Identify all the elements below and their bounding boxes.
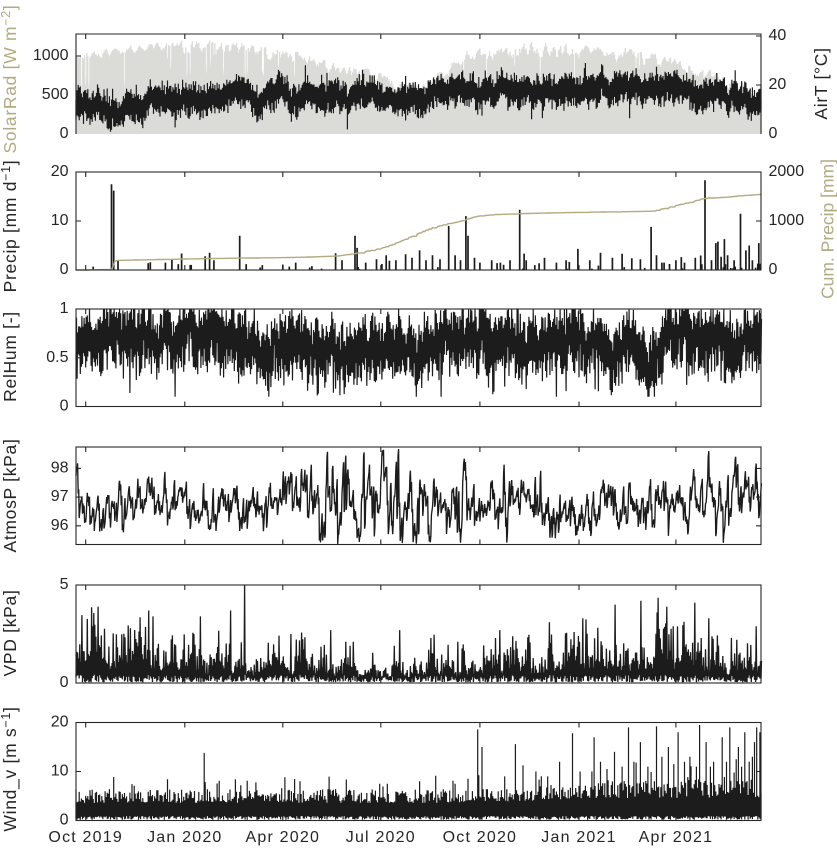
svg-text:500: 500 — [42, 86, 69, 103]
svg-text:SolarRad [W m−2]: SolarRad [W m−2] — [0, 5, 20, 154]
svg-text:0: 0 — [60, 674, 69, 691]
svg-text:0: 0 — [60, 398, 69, 415]
svg-text:10: 10 — [51, 763, 69, 780]
svg-text:0.5: 0.5 — [46, 349, 68, 366]
svg-text:AtmosP [kPa]: AtmosP [kPa] — [0, 438, 20, 552]
svg-text:98: 98 — [51, 459, 69, 476]
svg-text:2000: 2000 — [769, 163, 805, 180]
svg-text:1000: 1000 — [769, 212, 805, 229]
svg-text:Apr 2021: Apr 2021 — [639, 829, 714, 846]
svg-text:Wind_v [m s−1]: Wind_v [m s−1] — [0, 706, 21, 831]
svg-text:RelHum [-]: RelHum [-] — [0, 311, 20, 402]
svg-text:VPD [kPa]: VPD [kPa] — [0, 589, 20, 676]
svg-text:97: 97 — [51, 488, 69, 505]
svg-text:1000: 1000 — [33, 47, 69, 64]
svg-text:Precip [mm d−1]: Precip [mm d−1] — [0, 160, 20, 293]
svg-text:Jan 2021: Jan 2021 — [541, 829, 616, 846]
svg-text:Apr 2020: Apr 2020 — [246, 829, 321, 846]
svg-text:Cum. Precip [mm]: Cum. Precip [mm] — [818, 159, 837, 299]
svg-text:1: 1 — [60, 300, 69, 317]
svg-text:Oct 2019: Oct 2019 — [48, 829, 123, 846]
svg-text:20: 20 — [51, 714, 69, 731]
svg-text:AirT [°C]: AirT [°C] — [811, 47, 831, 119]
svg-text:10: 10 — [51, 212, 69, 229]
svg-text:0: 0 — [769, 125, 778, 142]
svg-text:0: 0 — [60, 812, 69, 829]
svg-text:0: 0 — [769, 261, 778, 278]
svg-text:Jul 2020: Jul 2020 — [346, 829, 416, 846]
svg-text:Jan 2020: Jan 2020 — [147, 829, 222, 846]
svg-text:20: 20 — [51, 163, 69, 180]
svg-text:20: 20 — [769, 76, 787, 93]
svg-text:0: 0 — [60, 261, 69, 278]
svg-text:5: 5 — [60, 576, 69, 593]
svg-text:Oct 2020: Oct 2020 — [443, 829, 518, 846]
svg-text:96: 96 — [51, 517, 69, 534]
svg-text:40: 40 — [769, 27, 787, 44]
svg-text:0: 0 — [60, 125, 69, 142]
